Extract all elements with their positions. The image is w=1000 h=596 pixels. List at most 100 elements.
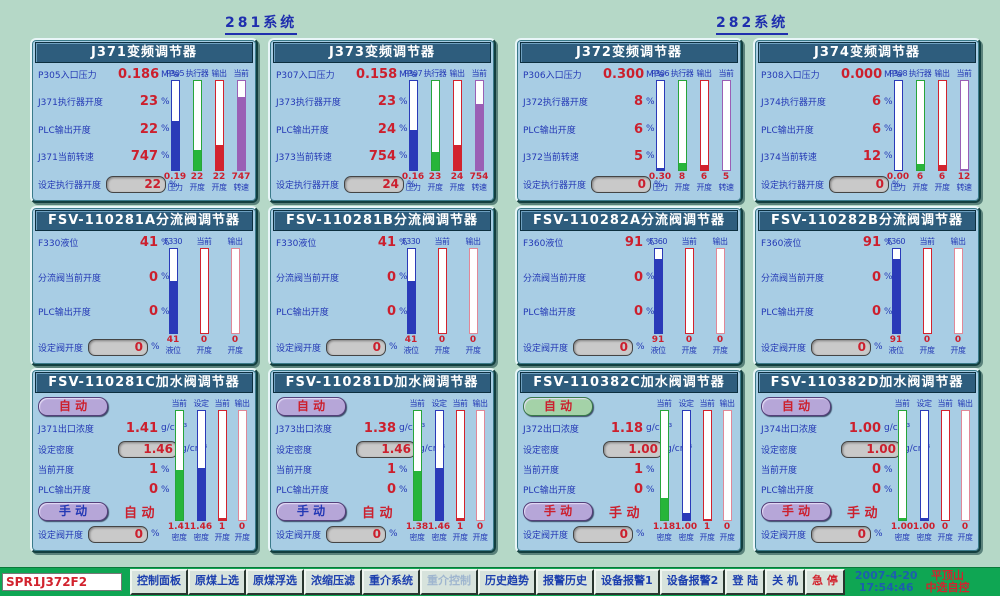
panel-readings: F360液位 91% 分流阀当前开度 0% PLC输出开度 0% 设定阀开度 0% [523, 235, 655, 356]
panel-title: FSV-110282A分流阀调节器 [520, 210, 738, 231]
taskbar-button-device-alarm-2[interactable]: 设备报警2 [659, 569, 726, 595]
reading-value: 6 [633, 121, 643, 137]
taskbar-button-dense-medium-system[interactable]: 重介系统 [362, 569, 420, 595]
bar-label: 开度 [696, 183, 713, 192]
taskbar-button-thickening-filtration[interactable]: 浓缩压滤 [304, 569, 362, 595]
bar-column: 执行器 6 开度 [909, 68, 932, 193]
setpoint-row: 设定阀开度 0% [523, 338, 647, 356]
bar-column: 设定 1.46 密度 [428, 398, 450, 543]
reading-value: 0 [633, 304, 643, 320]
auto-mode-button[interactable]: 自 动 [38, 397, 108, 416]
mode-state-text: 自 动 [124, 506, 155, 522]
setpoint-input[interactable]: 0 [88, 525, 149, 543]
reading-label: F360液位 [523, 239, 564, 249]
reading-value: 0 [148, 482, 158, 498]
setpoint-input[interactable]: 24 [344, 176, 405, 193]
bar-header: 当前 [956, 69, 973, 78]
bar-group: 当前 1.18 密度 设定 1.00 密度 当前 1 开度 输出 0 开度 [653, 397, 737, 543]
reading-row: PLC输出开度 0% [276, 482, 408, 498]
setpoint-row: 设定阀开度 0% [761, 525, 891, 543]
bar-label: 密度 [678, 533, 695, 542]
panel-readings: 自 动J374出口浓度1.00g/cm³设定密度1.00g/cm³当前开度0%P… [761, 397, 930, 543]
setpoint-label: 设定阀开度 [38, 343, 84, 354]
manual-mode-button[interactable]: 手 动 [523, 502, 593, 522]
reading-row: PLC输出开度 0% [38, 304, 170, 320]
bar-header: P308 [888, 69, 908, 78]
manual-mode-button[interactable]: 手 动 [38, 502, 108, 522]
setpoint-input[interactable]: 0 [829, 176, 890, 193]
setpoint-label: 设定执行器开度 [761, 181, 825, 191]
setpoint-input[interactable]: 22 [106, 176, 167, 193]
panel-fsv-110282b: FSV-110282B分流阀调节器 F360液位 91% 分流阀当前开度 0% PLC输出… [753, 206, 981, 366]
bar-column: 输出 0 开度 [224, 236, 246, 356]
taskbar-button-dense-medium-control[interactable]: 重介控制 [420, 569, 478, 595]
manual-mode-button[interactable]: 手 动 [276, 502, 346, 522]
bar-label: 转速 [233, 183, 250, 192]
panel-readings: P306入口压力 0.300 MPa J372执行器开度 8% PLC输出开度 6% J372… [523, 67, 664, 193]
reading-label: 分流阀当前开度 [276, 273, 340, 284]
manual-mode-button[interactable]: 手 动 [761, 502, 831, 522]
bar-column: 执行器 8 开度 [671, 68, 694, 193]
setpoint-input[interactable]: 0 [811, 525, 872, 543]
reading-label: 分流阀当前开度 [523, 273, 587, 284]
setpoint-input[interactable]: 0 [811, 338, 872, 356]
reading-value: 0 [386, 482, 396, 498]
setpoint-row: 设定阀开度 0% [276, 338, 400, 356]
taskbar-button-history-trend[interactable]: 历史趋势 [478, 569, 536, 595]
bar-label: 开度 [912, 183, 929, 192]
setpoint-input[interactable]: 0 [573, 338, 634, 356]
bar-header: 当前 [894, 399, 911, 408]
taskbar-button-coal-flotation[interactable]: 原煤浮选 [246, 569, 304, 595]
reading-unit: MPa [399, 69, 418, 80]
reading-value: 0 [148, 304, 158, 320]
density-setpoint-input[interactable]: 1.00 [603, 440, 663, 458]
bar-column: 当前 0 开度 [431, 236, 453, 356]
setpoint-unit: % [636, 529, 645, 540]
taskbar-button-device-alarm-1[interactable]: 设备报警1 [594, 569, 660, 595]
bar-fill [960, 169, 968, 170]
setpoint-input[interactable]: 0 [326, 338, 387, 356]
bar-fill [703, 518, 711, 520]
reading-value: 8 [633, 94, 643, 110]
bar-label: 压力 [405, 183, 422, 192]
bar-label: 压力 [890, 183, 907, 192]
mode-row-top: 自 动 [38, 397, 168, 416]
taskbar-button-alarm-history[interactable]: 报警历史 [536, 569, 594, 595]
setpoint-input[interactable]: 0 [591, 176, 652, 193]
bar-column: 输出 24 开度 [446, 68, 468, 193]
reading-unit: % [646, 306, 655, 317]
tag-field[interactable]: SPR1J372F2 [2, 573, 122, 591]
panel-title: J371变频调节器 [35, 42, 253, 63]
panel-readings: P308入口压力 0.000 MPa J374执行器开度 6% PLC输出开度 6% J374… [761, 67, 902, 193]
reading-unit: % [884, 464, 893, 475]
auto-mode-button[interactable]: 自 动 [523, 397, 593, 416]
bar-indicator [199, 248, 209, 334]
setpoint-input[interactable]: 0 [88, 338, 149, 356]
reading-value: 0.158 [356, 67, 398, 82]
bar-value: 91 [651, 335, 665, 345]
setpoint-input[interactable]: 0 [326, 525, 387, 543]
setpoint-input[interactable]: 0 [573, 525, 634, 543]
bar-column: 当前 754 转速 [468, 68, 490, 193]
taskbar-button-raw-coal-washing[interactable]: 原煤上选 [188, 569, 246, 595]
bar-fill [407, 280, 415, 333]
taskbar-button-shutdown[interactable]: 关 机 [765, 569, 805, 595]
taskbar-button-control-panel[interactable]: 控制面板 [130, 569, 188, 595]
bar-indicator [168, 248, 178, 334]
reading-value: 6 [871, 121, 881, 137]
bar-indicator [474, 80, 484, 171]
reading-unit: % [646, 272, 655, 283]
taskbar-button-login[interactable]: 登 陆 [725, 569, 766, 595]
reading-label: PLC输出开度 [276, 125, 329, 136]
auto-mode-button[interactable]: 自 动 [761, 397, 831, 416]
panel-readings: 自 动J372出口浓度1.18g/cm³设定密度1.00g/cm³当前开度1%P… [523, 397, 692, 543]
mode-state-text: 手 动 [847, 506, 878, 522]
mode-row-top: 自 动 [761, 397, 891, 416]
bar-group: P308 0.00 压力 执行器 6 开度 输出 6 开度 当前 12 转速 [887, 67, 975, 193]
bar-value: 754 [469, 172, 489, 182]
density-setpoint-input[interactable]: 1.00 [841, 440, 901, 458]
density-setpoint-input[interactable]: 1.46 [356, 440, 416, 458]
taskbar-button-emergency-stop[interactable]: 急 停 [805, 569, 845, 595]
auto-mode-button[interactable]: 自 动 [276, 397, 346, 416]
